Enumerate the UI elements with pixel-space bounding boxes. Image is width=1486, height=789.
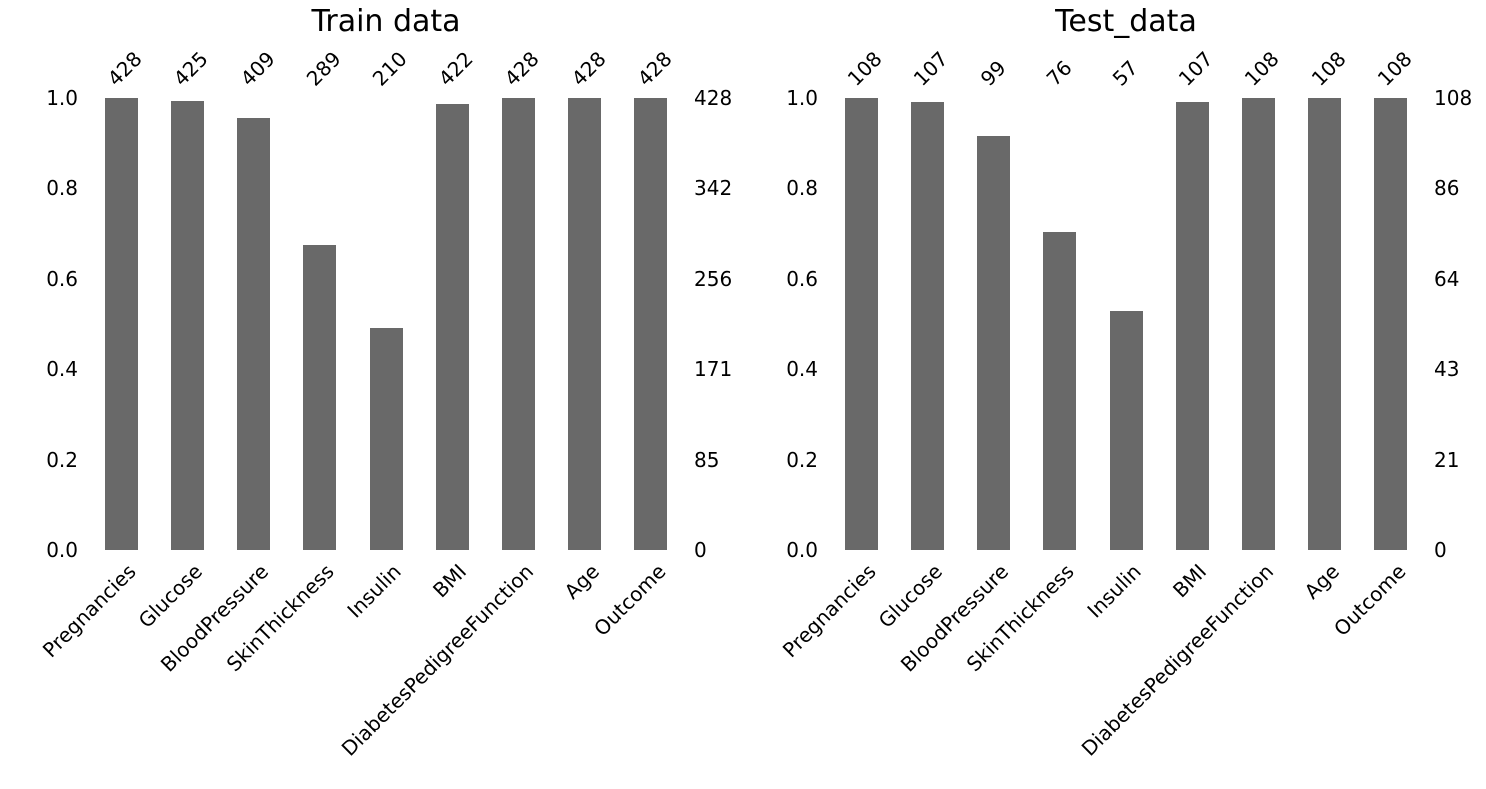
bar-DiabetesPedigreeFunction [501, 98, 535, 550]
x-tick-label: Pregnancies [777, 559, 881, 663]
y-tick-label-left: 0.0 [46, 538, 78, 562]
bar-value-label: 107 [909, 46, 954, 91]
bar-value-label: 108 [1372, 46, 1417, 91]
y-tick-label-left: 1.0 [786, 86, 818, 110]
bar-Age [1308, 98, 1342, 550]
y-tick-label-right: 64 [1434, 266, 1460, 291]
y-tick-label-left: 0.8 [46, 176, 78, 201]
y-tick-label-left: 0.2 [786, 447, 818, 472]
y-tick-label-right: 43 [1434, 357, 1460, 382]
x-tick-label: BMI [1168, 559, 1212, 603]
y-tick-label-right: 85 [694, 447, 720, 472]
y-tick-label-right: 342 [694, 176, 733, 201]
bar-Pregnancies [104, 98, 138, 550]
x-tick-label: Insulin [1081, 559, 1146, 623]
bar-Insulin [369, 328, 403, 550]
bar-Age [568, 98, 602, 550]
bar-DiabetesPedigreeFunction [1241, 98, 1275, 550]
bar-value-label: 108 [1306, 46, 1351, 91]
bar-Glucose [910, 102, 944, 550]
bar-value-label: 76 [1041, 55, 1077, 91]
y-tick-label-left: 1.0 [46, 86, 78, 110]
bar-BMI [435, 104, 469, 550]
chart-title-test: Test_data [1055, 4, 1197, 39]
y-tick-label-right: 171 [694, 357, 733, 382]
y-tick-label-left: 0.2 [46, 447, 78, 472]
bar-Pregnancies [844, 98, 878, 550]
bar-Outcome [1374, 98, 1408, 550]
bar-BloodPressure [237, 118, 271, 550]
bar-value-label: 108 [1240, 46, 1285, 91]
y-tick-label-left: 0.4 [786, 357, 818, 382]
x-tick-label: Age [1299, 559, 1344, 604]
y-tick-label-right: 0 [694, 538, 707, 562]
bar-value-label: 107 [1173, 46, 1218, 91]
bar-value-label: 108 [842, 46, 887, 91]
bar-value-label: 57 [1107, 55, 1143, 91]
bar-BMI [1175, 102, 1209, 550]
bar-Insulin [1109, 311, 1143, 550]
bar-value-label: 99 [975, 55, 1011, 91]
y-tick-label-right: 21 [1434, 447, 1460, 472]
y-tick-label-right: 256 [694, 266, 733, 291]
y-tick-label-right: 108 [1434, 86, 1473, 110]
y-tick-label-left: 0.6 [46, 266, 78, 291]
y-tick-label-left: 0.6 [786, 266, 818, 291]
y-tick-label-left: 0.8 [786, 176, 818, 201]
chart-title-train: Train data [311, 4, 461, 39]
bar-Outcome [634, 98, 668, 550]
y-tick-label-left: 0.4 [46, 357, 78, 382]
x-tick-label: Outcome [1328, 559, 1411, 641]
bar-SkinThickness [303, 244, 337, 550]
bar-SkinThickness [1043, 231, 1077, 550]
y-tick-label-right: 428 [694, 86, 733, 110]
y-tick-label-right: 0 [1434, 538, 1447, 562]
bar-Glucose [170, 101, 204, 550]
y-tick-label-right: 86 [1434, 176, 1460, 201]
y-tick-label-left: 0.0 [786, 538, 818, 562]
bar-BloodPressure [977, 135, 1011, 550]
